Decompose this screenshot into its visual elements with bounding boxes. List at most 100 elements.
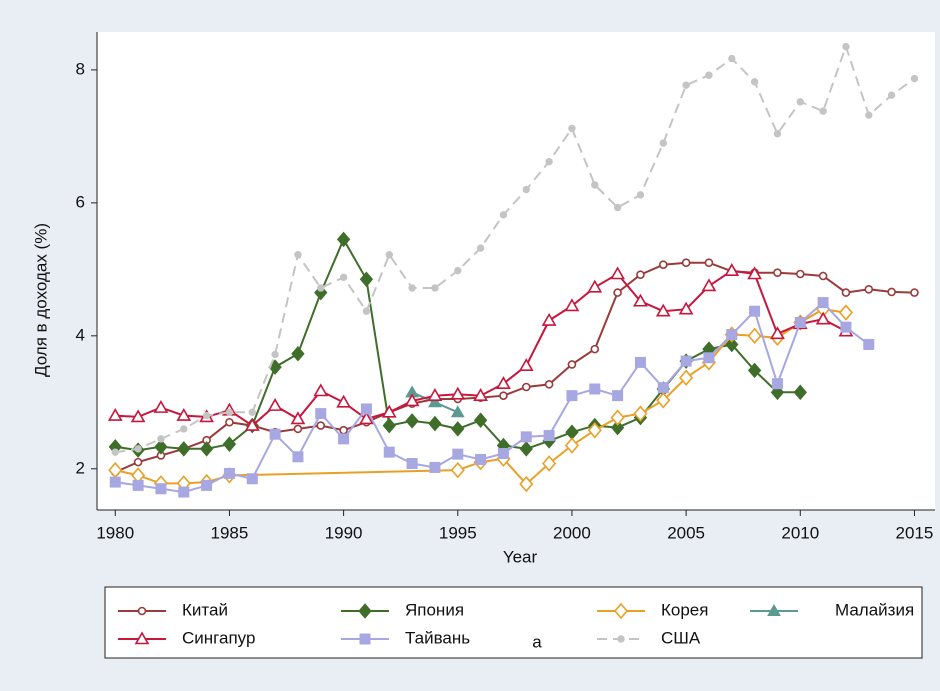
- marker: [405, 413, 419, 429]
- legend-label: Япония: [405, 600, 464, 619]
- marker: [612, 390, 624, 402]
- marker: [427, 388, 443, 401]
- marker: [271, 350, 279, 359]
- marker: [134, 445, 142, 453]
- marker: [111, 448, 119, 456]
- marker: [657, 382, 669, 394]
- marker: [269, 428, 281, 440]
- marker: [518, 358, 534, 372]
- marker: [290, 411, 306, 425]
- marker: [358, 603, 372, 619]
- marker: [473, 388, 488, 401]
- marker: [747, 266, 762, 280]
- marker: [383, 446, 395, 458]
- marker: [155, 483, 167, 495]
- marker: [202, 411, 211, 420]
- marker: [794, 317, 806, 329]
- marker: [587, 279, 603, 293]
- marker: [587, 421, 602, 439]
- marker: [450, 405, 465, 418]
- marker: [360, 403, 372, 415]
- x-tick-label: 2005: [667, 523, 705, 542]
- marker: [359, 411, 374, 425]
- marker: [771, 378, 783, 390]
- marker: [450, 461, 465, 479]
- legend-label: США: [661, 628, 701, 647]
- marker: [519, 441, 533, 457]
- marker: [864, 284, 874, 294]
- marker: [291, 346, 305, 362]
- marker: [267, 398, 283, 411]
- marker: [767, 603, 781, 616]
- marker: [819, 107, 827, 115]
- marker: [815, 311, 831, 325]
- marker: [863, 338, 875, 350]
- marker: [428, 395, 442, 408]
- legend-label: Китай: [182, 600, 228, 619]
- marker: [865, 111, 873, 119]
- marker: [842, 42, 850, 51]
- marker: [887, 91, 896, 99]
- marker: [793, 384, 807, 401]
- marker: [292, 451, 304, 463]
- marker: [838, 304, 854, 321]
- marker: [428, 415, 442, 432]
- marker: [840, 321, 852, 333]
- marker: [497, 447, 509, 459]
- marker: [225, 408, 234, 416]
- marker: [475, 453, 487, 465]
- legend-box: [104, 586, 923, 659]
- marker: [701, 278, 717, 292]
- marker: [770, 326, 785, 340]
- x-tick-label: 2010: [781, 523, 819, 542]
- marker: [749, 305, 761, 317]
- marker: [610, 266, 625, 280]
- marker: [659, 139, 667, 147]
- marker: [404, 393, 420, 407]
- marker: [222, 436, 237, 452]
- marker: [590, 344, 600, 354]
- marker: [294, 251, 302, 259]
- marker: [177, 441, 191, 457]
- marker: [137, 606, 147, 616]
- marker: [704, 258, 714, 267]
- marker: [681, 258, 691, 267]
- marker: [636, 191, 645, 199]
- marker: [496, 376, 511, 389]
- marker: [818, 271, 828, 281]
- marker: [610, 409, 625, 426]
- marker: [317, 284, 325, 292]
- marker: [589, 383, 601, 395]
- marker: [617, 635, 625, 643]
- marker: [476, 244, 485, 252]
- marker: [703, 352, 715, 364]
- marker: [454, 266, 462, 275]
- marker: [429, 461, 441, 473]
- marker: [180, 425, 188, 433]
- legend-label: Корея: [661, 600, 708, 619]
- marker: [248, 408, 256, 416]
- x-tick-label: 1990: [325, 523, 363, 542]
- marker: [362, 307, 371, 315]
- marker: [157, 435, 165, 443]
- marker: [610, 419, 625, 436]
- marker: [499, 391, 508, 400]
- marker: [747, 327, 762, 345]
- marker: [450, 386, 466, 400]
- marker: [633, 405, 648, 422]
- marker: [132, 479, 144, 491]
- marker: [385, 251, 393, 259]
- marker: [134, 631, 150, 645]
- marker: [680, 355, 692, 367]
- marker: [359, 633, 371, 645]
- marker: [451, 421, 465, 437]
- x-tick-label: 2000: [553, 523, 591, 542]
- marker: [223, 467, 235, 479]
- marker: [339, 425, 348, 435]
- marker: [613, 203, 622, 212]
- marker: [473, 412, 488, 429]
- marker: [773, 268, 782, 277]
- marker: [568, 124, 576, 133]
- marker: [199, 441, 214, 457]
- marker: [313, 383, 329, 397]
